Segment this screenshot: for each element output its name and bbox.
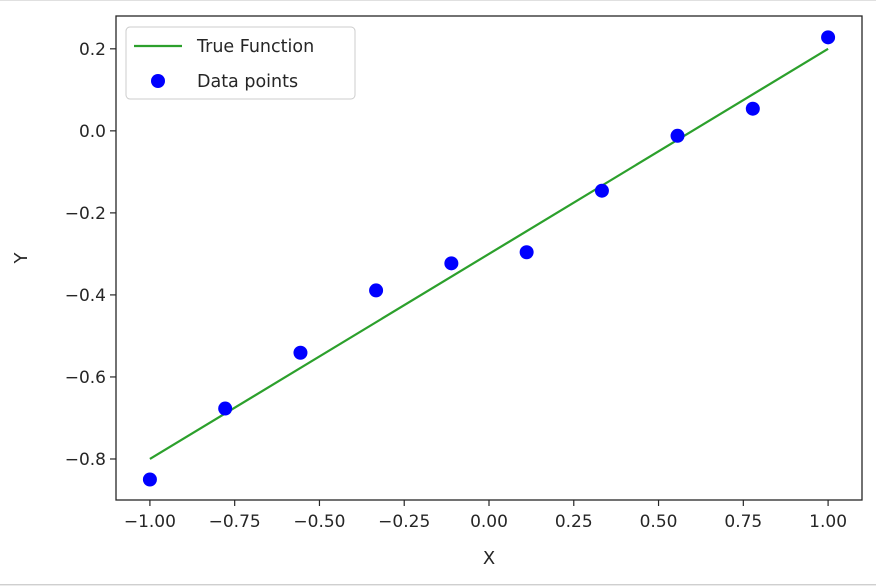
x-tick-label: 0.75 xyxy=(724,512,762,532)
true-function-line xyxy=(149,47,829,460)
data-point xyxy=(519,245,534,260)
y-axis-label: Y xyxy=(11,252,32,265)
y-tick-label: −0.6 xyxy=(65,368,106,388)
data-point xyxy=(670,128,685,143)
x-tick-label: −0.75 xyxy=(209,512,261,532)
y-tick-label: 0.0 xyxy=(79,122,106,142)
y-tick-label: −0.2 xyxy=(65,204,106,224)
legend-dot-swatch xyxy=(151,74,165,88)
x-tick-label: −0.25 xyxy=(378,512,430,532)
x-tick-label: 0.25 xyxy=(555,512,593,532)
y-tick-label: −0.4 xyxy=(65,286,106,306)
x-axis: −1.00 −0.75 −0.50 −0.25 0.00 0.25 0.50 0.75 1.00 xyxy=(124,500,847,532)
plot-area xyxy=(142,30,836,487)
axes-frame xyxy=(115,15,863,501)
data-point xyxy=(218,401,233,416)
data-point xyxy=(369,283,384,298)
legend-label-true-function: True Function xyxy=(196,37,314,57)
x-tick-label: −1.00 xyxy=(124,512,176,532)
x-tick-label: 1.00 xyxy=(809,512,847,532)
x-axis-label: X xyxy=(483,548,495,569)
y-axis: −0.8 −0.6 −0.4 −0.2 0.0 0.2 xyxy=(65,40,116,470)
data-point xyxy=(745,101,760,116)
data-point xyxy=(821,30,836,45)
legend: True Function Data points xyxy=(125,26,356,100)
legend-label-data-points: Data points xyxy=(197,72,298,92)
x-tick-label: −0.50 xyxy=(293,512,345,532)
data-point xyxy=(594,183,609,198)
legend-box xyxy=(125,26,356,100)
x-tick-label: 0.50 xyxy=(640,512,678,532)
data-point xyxy=(142,472,157,487)
data-point xyxy=(293,345,308,360)
data-point xyxy=(444,256,459,271)
y-tick-label: −0.8 xyxy=(65,450,106,470)
y-tick-label: 0.2 xyxy=(79,40,106,60)
x-tick-label: 0.00 xyxy=(470,512,508,532)
